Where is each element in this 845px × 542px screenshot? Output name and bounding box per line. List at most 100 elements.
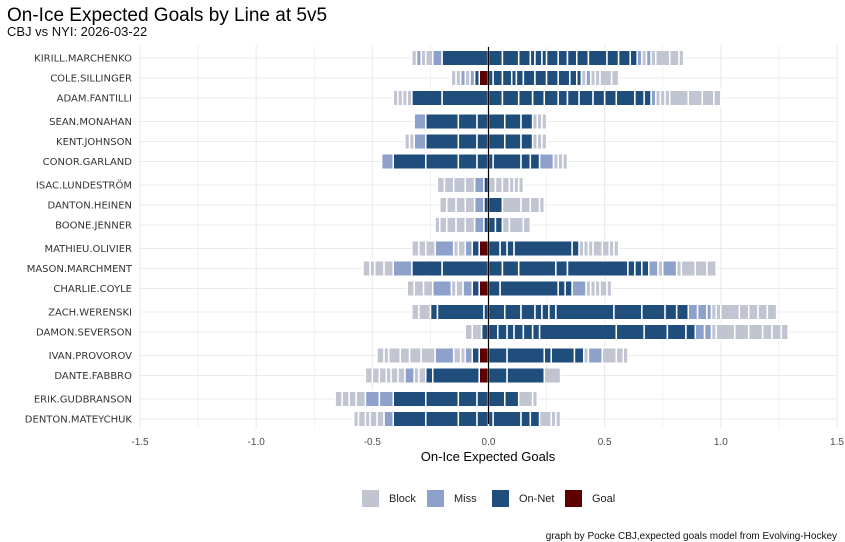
shot-for-segment: [622, 347, 629, 364]
shot-for-segment: [601, 347, 618, 364]
shot-for-segment: [566, 260, 629, 277]
shot-for-segment: [529, 153, 541, 170]
shot-for-segment: [501, 260, 520, 277]
shot-against-segment: [431, 367, 480, 384]
shot-for-segment: [641, 303, 666, 321]
player-label: KIRILL.MARCHENKO: [34, 54, 132, 65]
shot-for-segment: [557, 280, 566, 297]
shot-segments: [334, 49, 789, 428]
shot-for-segment: [557, 49, 569, 67]
shot-against-segment: [411, 260, 443, 277]
shot-for-segment: [685, 323, 697, 341]
shot-against-segment: [390, 367, 399, 384]
shot-for-segment: [715, 323, 736, 341]
shot-for-segment: [664, 303, 678, 321]
shot-against-segment: [362, 260, 371, 277]
shot-against-segment: [457, 133, 478, 150]
shot-against-segment: [434, 240, 455, 257]
shot-for-segment: [504, 133, 522, 150]
shot-for-segment: [578, 89, 594, 107]
shot-for-segment: [520, 196, 532, 214]
x-tick-label: 0.0: [482, 437, 496, 448]
shot-against-segment: [457, 410, 478, 428]
player-label: COLE.SILLINGER: [50, 74, 132, 85]
player-label: KENT.JOHNSON: [56, 137, 132, 148]
shot-against-segment: [471, 323, 483, 341]
shot-for-segment: [701, 89, 715, 107]
player-label: DENTON.MATEYCHUK: [25, 415, 133, 426]
shot-against-segment: [441, 260, 490, 277]
shot-for-segment: [487, 196, 504, 214]
shot-for-segment: [564, 280, 573, 297]
shot-against-segment: [480, 323, 490, 341]
shot-for-segment: [520, 133, 534, 150]
shot-against-segment: [464, 323, 473, 341]
shot-for-segment: [487, 390, 506, 408]
shot-against-segment: [411, 240, 420, 257]
shot-for-segment: [606, 49, 620, 67]
shot-for-segment: [555, 260, 569, 277]
shot-against-segment: [425, 367, 434, 384]
shot-against-segment: [436, 176, 446, 194]
shot-for-segment: [487, 280, 501, 297]
shot-against-segment: [431, 280, 453, 297]
shot-for-segment: [606, 280, 613, 297]
shot-for-segment: [713, 89, 722, 107]
shot-against-segment: [378, 390, 394, 408]
player-label: CONOR.GARLAND: [43, 157, 133, 168]
shot-for-segment: [487, 323, 499, 341]
shot-for-segment: [680, 260, 697, 277]
shot-for-segment: [629, 49, 638, 67]
shot-for-segment: [571, 280, 587, 297]
shot-for-segment: [643, 89, 652, 107]
x-tick-label: 1.5: [830, 437, 844, 448]
x-tick-label: -1.5: [131, 437, 149, 448]
shot-against-segment: [471, 347, 480, 364]
shot-for-segment: [504, 303, 522, 321]
shot-against-segment: [436, 303, 485, 321]
shot-against-segment: [352, 410, 360, 428]
shot-for-segment: [592, 89, 606, 107]
player-label: DANTON.HEINEN: [47, 201, 132, 212]
shot-for-segment: [738, 303, 750, 321]
shot-for-segment: [487, 49, 504, 67]
shot-for-segment: [494, 176, 504, 194]
shot-against-segment: [471, 240, 480, 257]
shot-for-segment: [487, 303, 506, 321]
shot-for-segment: [548, 303, 557, 321]
shot-for-segment: [520, 303, 536, 321]
player-label: ERIK.GUDBRANSON: [34, 395, 132, 406]
shot-for-segment: [566, 89, 580, 107]
shot-for-segment: [668, 89, 690, 107]
shot-against-segment: [355, 390, 367, 408]
player-label: DANTE.FABBRO: [54, 371, 132, 382]
shot-for-segment: [506, 367, 546, 384]
legend-label: Block: [389, 493, 416, 505]
shot-against-segment: [429, 303, 439, 321]
shot-for-segment: [610, 69, 620, 87]
player-label: MASON.MARCHMENT: [27, 264, 133, 275]
shot-against-segment: [418, 240, 427, 257]
shot-for-segment: [522, 69, 536, 87]
shot-against-segment: [434, 347, 455, 364]
chart-title: On-Ice Expected Goals by Line at 5v5: [7, 5, 327, 26]
shot-for-segment: [694, 323, 706, 341]
shot-against-segment: [452, 347, 462, 364]
shot-for-segment: [492, 153, 522, 170]
shot-against-segment: [364, 367, 374, 384]
shot-for-segment: [497, 323, 508, 341]
shot-for-segment: [555, 303, 615, 321]
shot-for-segment: [687, 303, 699, 321]
shot-against-segment: [445, 216, 457, 234]
shot-against-segment: [457, 113, 478, 130]
shot-against-segment: [425, 113, 460, 130]
shot-for-segment: [531, 89, 546, 107]
shot-for-segment: [587, 49, 608, 67]
shot-against-segment: [473, 176, 485, 194]
shot-for-segment: [506, 240, 515, 257]
shot-for-segment: [538, 153, 555, 170]
shot-for-segment: [734, 323, 750, 341]
shot-for-segment: [534, 69, 548, 87]
shot-for-segment: [538, 196, 546, 214]
